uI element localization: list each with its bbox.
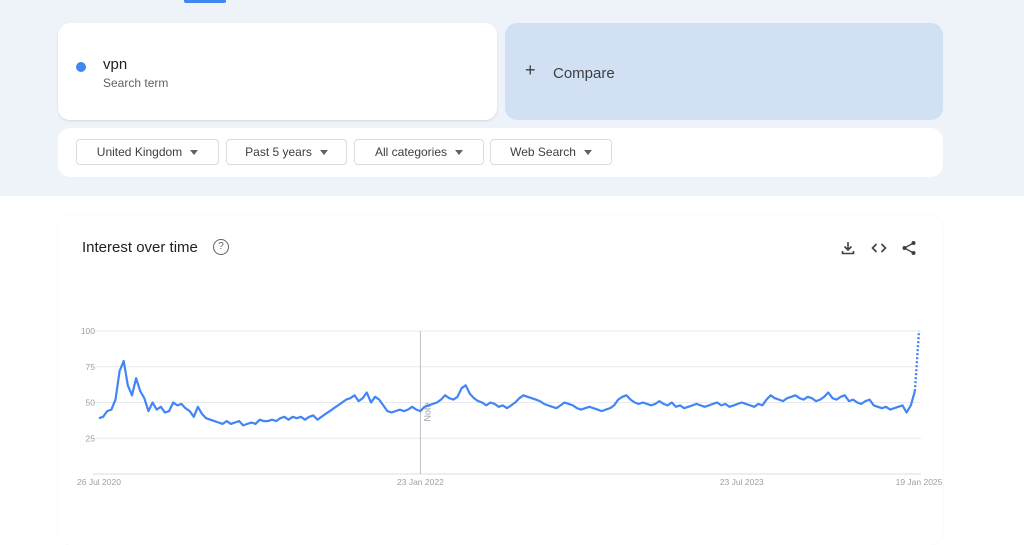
search-term-subtitle: Search term <box>103 76 169 90</box>
search-type-filter-label: Web Search <box>510 145 576 159</box>
plus-icon: + <box>525 60 536 80</box>
interest-line-chart: 25 50 75 100 26 Jul 2020 23 Jan 2022 23 Jul 20… <box>77 326 943 487</box>
download-icon[interactable] <box>840 240 856 256</box>
compare-label: Compare <box>553 65 615 82</box>
embed-icon[interactable] <box>871 240 887 256</box>
active-tab-indicator <box>184 0 226 3</box>
category-filter-label: All categories <box>374 145 448 159</box>
compare-button[interactable]: + Compare <box>505 23 943 120</box>
x-tick-label: 23 Jan 2022 <box>397 477 444 487</box>
help-icon[interactable]: ? <box>213 239 229 255</box>
region-filter[interactable]: United Kingdom <box>76 139 219 165</box>
partial-data-segment <box>913 330 921 392</box>
time-range-filter-label: Past 5 years <box>245 145 312 159</box>
region-filter-label: United Kingdom <box>96 145 183 159</box>
interest-over-time-card: Interest over time ? 25 50 75 100 26 Jul 202… <box>58 215 943 545</box>
y-tick-label: 50 <box>86 398 96 408</box>
filter-bar: United Kingdom Past 5 years All categori… <box>58 128 943 177</box>
search-term-card[interactable]: vpn Search term <box>58 23 497 120</box>
caret-down-icon <box>455 149 464 155</box>
caret-down-icon <box>583 149 592 155</box>
time-range-filter[interactable]: Past 5 years <box>226 139 347 165</box>
x-tick-label: 19 Jan 2025 <box>896 477 943 487</box>
search-type-filter[interactable]: Web Search <box>490 139 612 165</box>
category-filter[interactable]: All categories <box>354 139 484 165</box>
search-term-name[interactable]: vpn <box>103 56 128 73</box>
annotation-label: Note <box>422 402 432 421</box>
y-tick-label: 25 <box>86 433 96 443</box>
x-tick-label: 26 Jul 2020 <box>77 477 121 487</box>
share-icon[interactable] <box>901 240 917 256</box>
y-tick-label: 100 <box>81 326 95 336</box>
caret-down-icon <box>190 149 199 155</box>
y-tick-label: 75 <box>86 362 96 372</box>
x-tick-label: 23 Jul 2023 <box>720 477 764 487</box>
series-line <box>98 359 916 427</box>
caret-down-icon <box>319 149 328 155</box>
chart-title: Interest over time <box>82 239 198 256</box>
term-color-dot <box>76 62 86 72</box>
